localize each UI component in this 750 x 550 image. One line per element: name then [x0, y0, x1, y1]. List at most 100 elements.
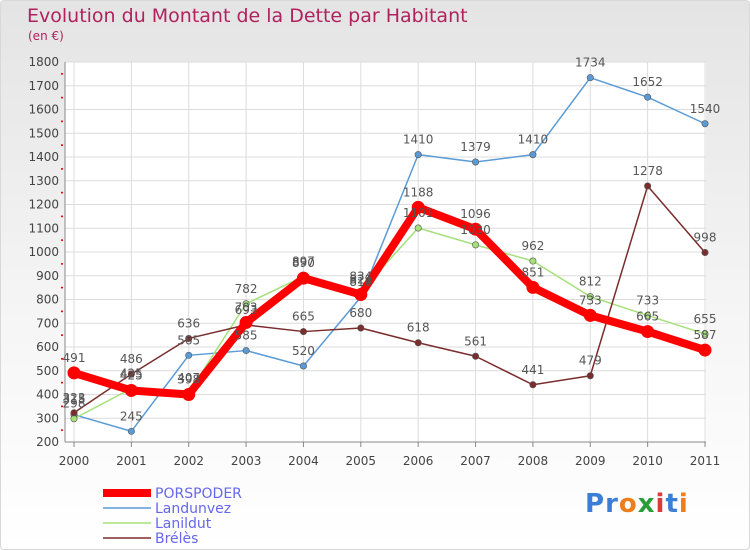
chart-unit: (en €)	[28, 29, 64, 43]
logo-letter: r	[605, 489, 619, 519]
y-minor-tick	[61, 144, 63, 147]
legend-label: Landunvez	[155, 501, 231, 517]
y-minor-tick	[61, 405, 63, 408]
data-point	[411, 200, 425, 214]
data-point	[701, 330, 709, 338]
data-point	[67, 366, 81, 380]
data-label: 565	[177, 333, 200, 347]
y-tick-label: 1000	[28, 245, 59, 259]
data-label: 245	[120, 409, 143, 423]
data-point	[472, 158, 480, 166]
data-label: 636	[177, 316, 200, 330]
data-label: 425	[120, 367, 143, 381]
y-minor-tick	[61, 239, 63, 242]
y-tick-label: 800	[36, 293, 59, 307]
y-tick-label: 1600	[28, 103, 59, 117]
y-minor-tick	[61, 167, 63, 170]
y-minor-tick	[61, 191, 63, 194]
data-label: 479	[579, 354, 602, 368]
y-tick-label: 1800	[28, 55, 59, 69]
data-label: 585	[235, 329, 258, 343]
proxiti-logo: Proxiti	[585, 489, 689, 519]
y-tick-label: 1700	[28, 79, 59, 93]
legend-label: Lanildut	[155, 516, 212, 532]
data-point	[242, 347, 250, 355]
data-point	[414, 224, 422, 232]
y-tick-label: 1300	[28, 174, 59, 188]
x-tick-label: 2010	[632, 454, 663, 468]
y-tick-label: 500	[36, 364, 59, 378]
data-label: 693	[235, 303, 258, 317]
data-point	[354, 288, 368, 302]
x-tick-label: 2002	[173, 454, 204, 468]
data-label: 812	[579, 275, 602, 289]
x-tick-label: 2005	[346, 454, 377, 468]
logo-letter: t	[665, 489, 679, 519]
data-label: 561	[464, 334, 487, 348]
logo-letter: o	[618, 489, 638, 519]
legend-label: Brélès	[155, 531, 198, 547]
series-line-porspoder	[70, 203, 709, 399]
data-label: 1410	[403, 133, 434, 147]
y-tick-label: 1100	[28, 221, 59, 235]
data-point	[586, 74, 594, 82]
data-label: 1734	[575, 56, 606, 70]
data-point	[127, 370, 135, 378]
data-point	[644, 182, 652, 190]
data-label: 1652	[632, 75, 663, 89]
data-point	[586, 293, 594, 301]
data-label: 491	[63, 351, 86, 365]
logo-letter: i	[655, 489, 666, 519]
data-point	[299, 328, 307, 336]
data-label: 782	[235, 282, 258, 296]
x-tick-label: 2004	[288, 454, 319, 468]
data-label: 315	[63, 393, 86, 407]
data-label: 665	[636, 310, 659, 324]
y-tick-label: 300	[36, 411, 59, 425]
data-point	[182, 388, 196, 401]
data-point	[529, 151, 537, 159]
data-point	[529, 257, 537, 265]
data-label: 1096	[460, 207, 491, 221]
data-point	[414, 151, 422, 159]
data-point	[472, 241, 480, 249]
x-tick-label: 2006	[403, 454, 434, 468]
y-tick-label: 600	[36, 340, 59, 354]
y-minor-tick	[61, 357, 63, 360]
chart-title: Evolution du Montant de la Dette par Hab…	[27, 5, 468, 27]
series-line-landunvez	[73, 76, 706, 433]
data-point	[586, 372, 594, 380]
data-label: 834	[349, 269, 372, 283]
data-label: 851	[521, 265, 544, 279]
legend-label: PORSPODER	[155, 486, 242, 502]
series-line-brélès	[73, 185, 706, 414]
data-label: 1540	[690, 102, 721, 116]
data-point	[701, 248, 709, 256]
logo-letter: x	[637, 489, 656, 519]
data-point	[529, 381, 537, 389]
data-label: 821	[349, 273, 372, 287]
data-point	[185, 334, 193, 342]
data-label: 323	[63, 391, 86, 405]
data-label: 1101	[403, 206, 434, 220]
y-minor-tick	[61, 215, 63, 218]
data-point	[239, 316, 253, 330]
data-point	[644, 93, 652, 101]
data-point	[242, 300, 250, 308]
data-point	[641, 325, 655, 339]
data-label: 1410	[518, 133, 549, 147]
data-label: 618	[407, 321, 430, 335]
data-label: 587	[694, 328, 717, 342]
y-tick-label: 1400	[28, 150, 59, 164]
data-point	[185, 351, 193, 359]
x-tick-label: 2011	[690, 454, 721, 468]
y-tick-label: 1500	[28, 126, 59, 140]
x-tick-label: 2007	[460, 454, 491, 468]
data-label: 962	[521, 239, 544, 253]
data-point	[127, 427, 135, 435]
y-minor-tick	[61, 334, 63, 337]
data-point	[698, 343, 712, 357]
data-label: 1188	[403, 185, 434, 199]
